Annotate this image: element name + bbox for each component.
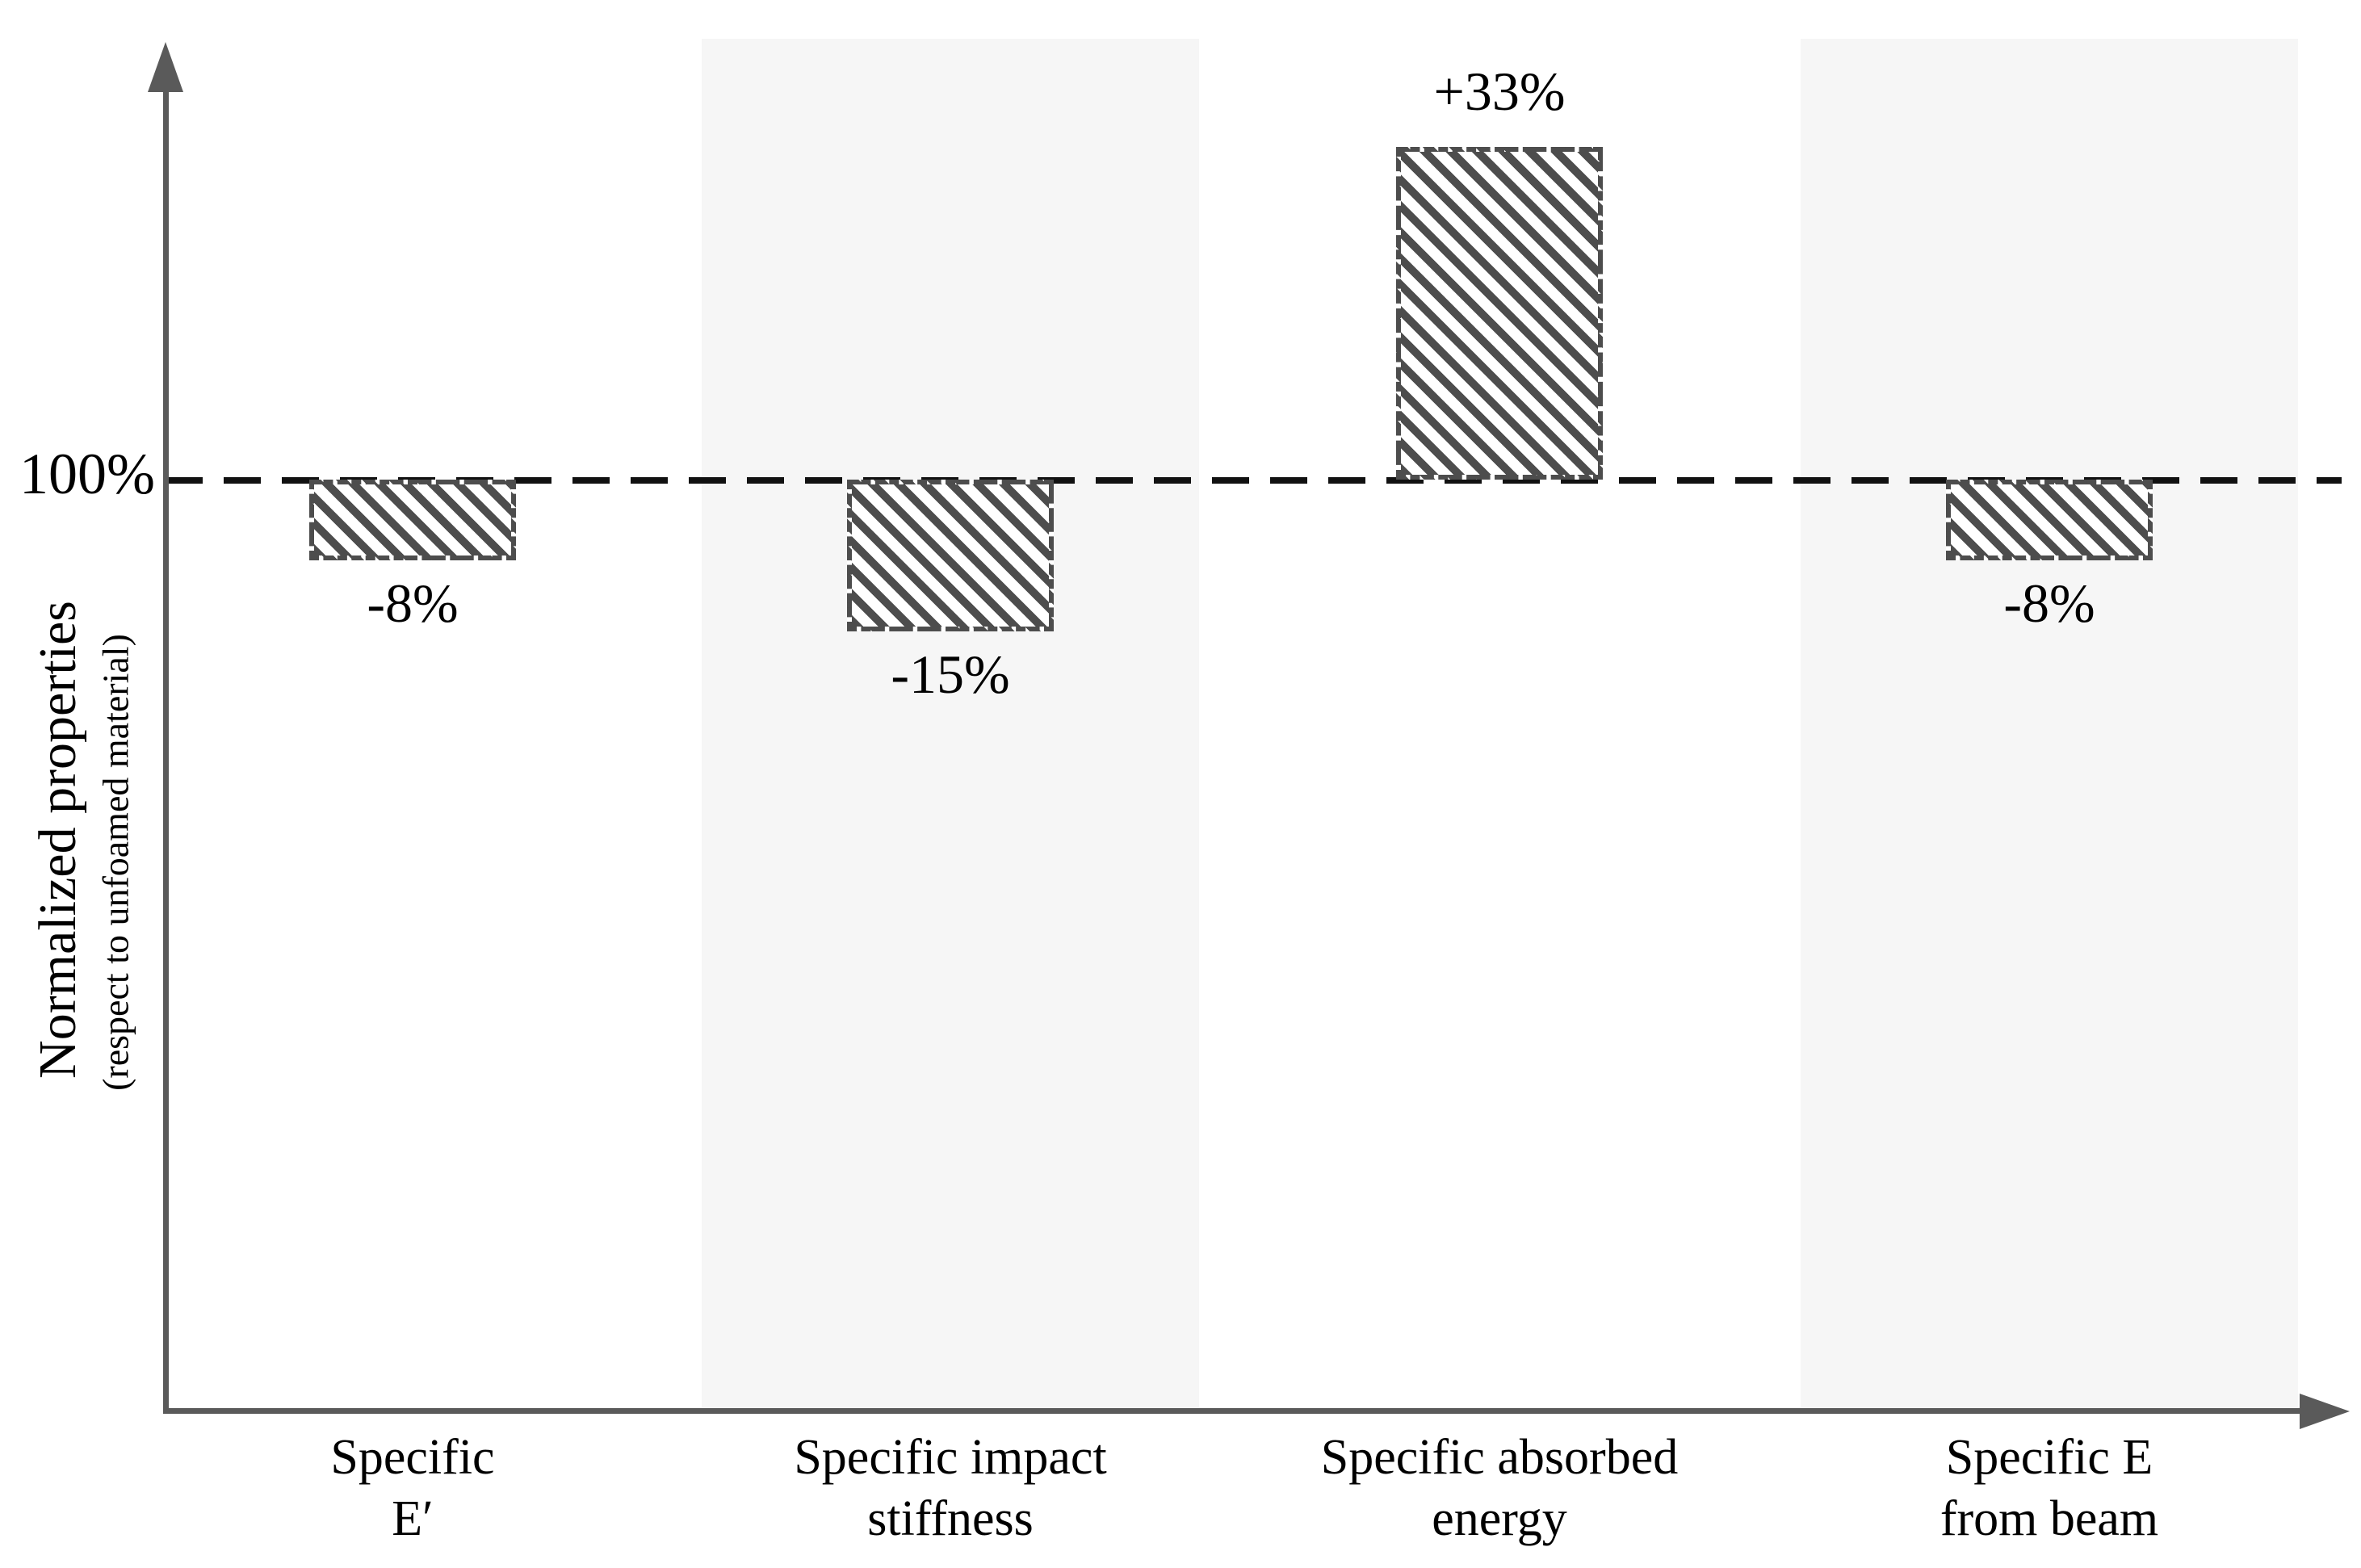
bar-2 [847, 480, 1054, 631]
category-band [702, 39, 1199, 1408]
category-label: Specific absorbed energy [1321, 1428, 1678, 1549]
y-axis-subtitle: (respect to unfoamed material) [94, 634, 136, 1091]
bar-value-label: -8% [2003, 572, 2095, 634]
bar-value-label: -8% [367, 572, 459, 634]
x-axis-line [163, 1408, 2308, 1414]
bar-3 [1396, 146, 1603, 480]
category-band [1801, 39, 2298, 1408]
category-label-line: Specific [330, 1430, 495, 1485]
bar-1 [309, 480, 516, 560]
category-label-line: from beam [1940, 1490, 2159, 1546]
category-label-line: stiffness [867, 1490, 1034, 1546]
bar-4 [1946, 480, 2153, 560]
category-label: Specific E′ [330, 1428, 494, 1549]
category-label-line: E′ [392, 1490, 434, 1546]
y-axis-arrow-icon [148, 42, 183, 92]
y-axis-line [163, 71, 169, 1414]
category-label-line: Specific impact [794, 1430, 1107, 1485]
x-axis-arrow-icon [2300, 1394, 2350, 1429]
category-label-line: Specific E [1945, 1430, 2153, 1485]
y-axis-title: Normalized properties [28, 601, 87, 1079]
bar-value-label: +33% [1433, 60, 1566, 122]
category-label: Specific impact stiffness [794, 1428, 1106, 1549]
baseline-label: 100% [19, 442, 155, 506]
category-label-line: Specific absorbed [1320, 1430, 1679, 1485]
bar-value-label: -15% [891, 643, 1010, 705]
category-label-line: energy [1432, 1490, 1567, 1546]
baseline-100pct-dashed-line [166, 477, 2342, 484]
